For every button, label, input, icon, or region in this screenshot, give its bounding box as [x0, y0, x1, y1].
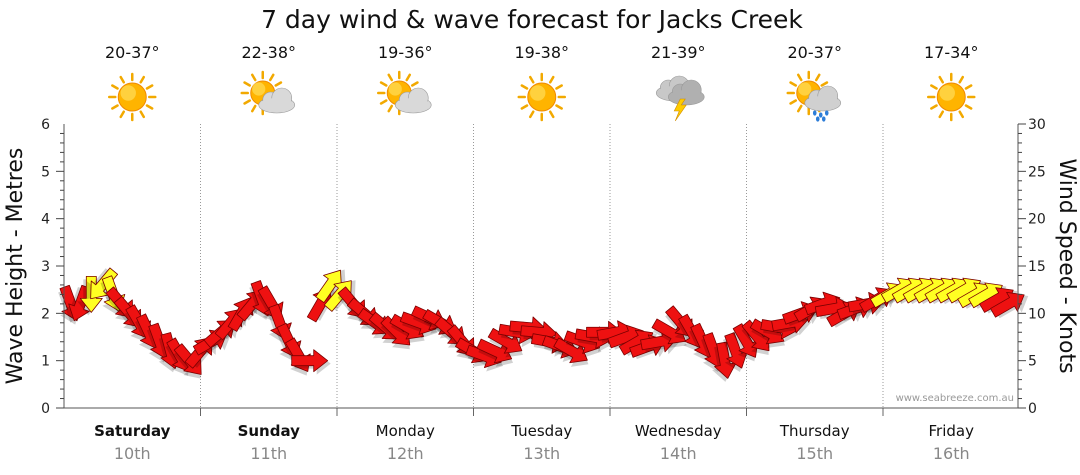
chart-title: 7 day wind & wave forecast for Jacks Cre… — [261, 5, 803, 34]
left-axis-ticks: 0 1 2 3 4 5 6 — [41, 117, 64, 417]
day-date-label: 14th — [660, 444, 697, 463]
day-temp-range: 20-37° — [105, 43, 160, 62]
day-name-label: Monday — [376, 422, 435, 440]
right-axis-label: Wind Speed - Knots — [1054, 158, 1079, 373]
partly-cloudy-icon — [377, 70, 432, 116]
day-date-label: 15th — [796, 444, 833, 463]
sun-icon — [927, 72, 976, 122]
watermark: www.seabreeze.com.au — [896, 393, 1014, 404]
right-tick-label: 20 — [1028, 212, 1046, 228]
day-temp-range: 19-38° — [515, 43, 570, 62]
right-tick-label: 30 — [1028, 117, 1046, 133]
left-tick-label: 1 — [41, 354, 50, 370]
wind-arrow — [990, 291, 1029, 319]
left-tick-label: 2 — [41, 306, 50, 322]
left-tick-label: 6 — [41, 117, 50, 133]
wind-arrow — [553, 337, 589, 367]
day-temp-range: 17-34° — [924, 43, 979, 62]
wind-arrow — [732, 323, 759, 362]
right-tick-label: 10 — [1028, 306, 1046, 322]
day-name-label: Thursday — [779, 422, 850, 440]
left-axis-label: Wave Height - Metres — [3, 148, 28, 385]
left-tick-label: 4 — [41, 212, 50, 228]
wind-arrow — [291, 349, 331, 375]
day-date-label: 16th — [933, 444, 970, 463]
day-temp-range: 22-38° — [242, 43, 297, 62]
right-tick-label: 25 — [1028, 164, 1046, 180]
day-name-label: Saturday — [94, 422, 171, 440]
day-temp-range: 20-37° — [788, 43, 843, 62]
day-header-strip: 20-37° 22-38° 19-36° 19-38° 21-39° 20-37° 17-3… — [105, 43, 979, 122]
sun-shower-icon — [786, 70, 842, 122]
wind-arrow — [315, 269, 346, 303]
day-temp-range: 19-36° — [378, 43, 433, 62]
wind-arrow — [712, 341, 737, 382]
day-date-label: 13th — [523, 444, 560, 463]
right-axis-ticks: 0 5 10 15 20 25 30 — [1018, 117, 1046, 417]
day-name-label: Tuesday — [510, 422, 572, 440]
wind-arrow — [722, 332, 748, 372]
right-tick-label: 5 — [1028, 354, 1037, 370]
sun-icon — [108, 72, 157, 122]
day-temp-range: 21-39° — [651, 43, 706, 62]
wind-arrow — [64, 284, 92, 323]
wind-arrow — [487, 328, 523, 358]
day-labels: Saturday 10th Sunday 11th Monday 12th Tuesday 1… — [94, 422, 974, 463]
plot-area — [58, 124, 1029, 416]
day-date-label: 10th — [114, 444, 151, 463]
left-tick-label: 3 — [41, 259, 50, 275]
day-date-label: 12th — [387, 444, 424, 463]
day-name-label: Sunday — [238, 422, 301, 440]
plot-frame — [64, 124, 1018, 408]
right-tick-label: 15 — [1028, 259, 1046, 275]
left-tick-label: 5 — [41, 164, 50, 180]
day-name-label: Friday — [929, 422, 975, 440]
wind-arrow — [651, 318, 687, 348]
wind-arrow-series — [58, 267, 1029, 382]
partly-cloudy-icon — [240, 70, 296, 116]
left-tick-label: 0 — [41, 401, 50, 417]
day-name-label: Wednesday — [635, 422, 722, 440]
day-date-label: 11th — [250, 444, 287, 463]
right-tick-label: 0 — [1028, 401, 1037, 417]
gridlines — [200, 124, 884, 416]
sun-icon — [517, 72, 566, 122]
storm-icon — [655, 75, 705, 122]
